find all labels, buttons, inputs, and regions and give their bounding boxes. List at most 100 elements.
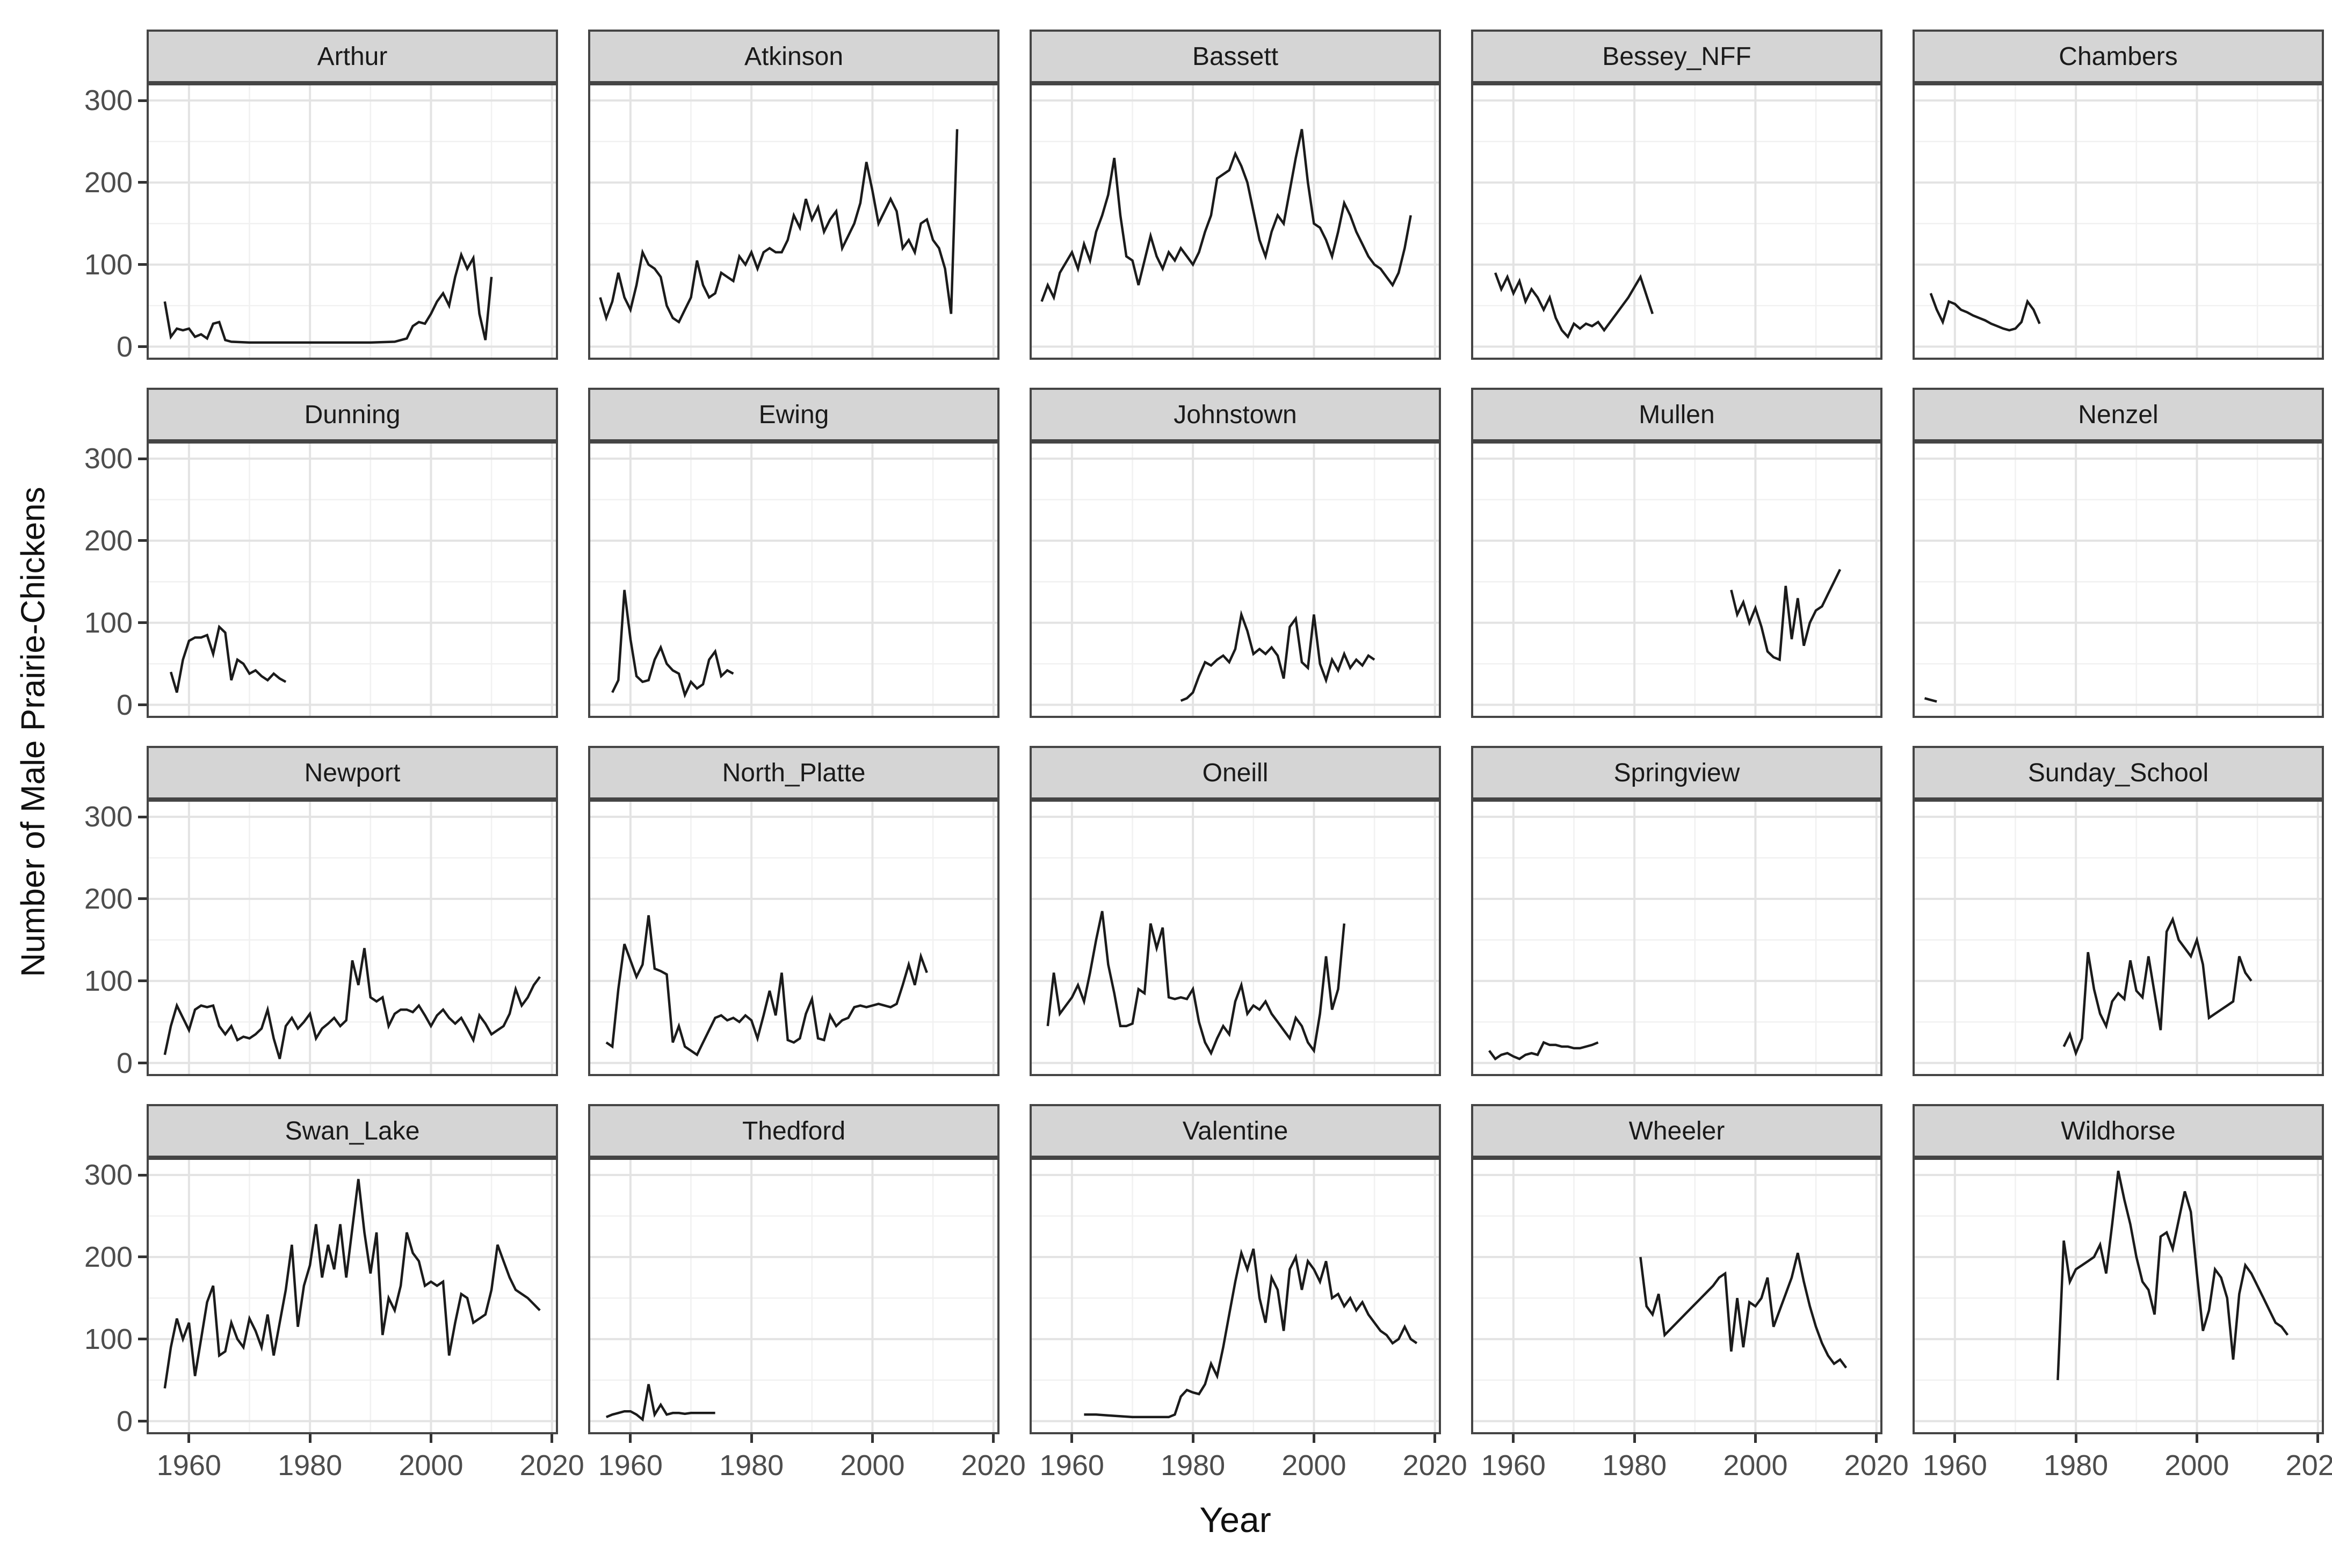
x-tick-label: 2020 xyxy=(1844,1449,1909,1482)
y-tick-label: 0 xyxy=(116,1405,133,1438)
series-line-North_Platte xyxy=(605,915,928,1057)
x-tick-label: 1960 xyxy=(1481,1449,1546,1482)
y-tick-label: 0 xyxy=(116,688,133,721)
y-tick-mark xyxy=(138,345,147,349)
facet-panel-Wildhorse xyxy=(1913,1158,2324,1434)
y-tick-label: 100 xyxy=(84,1323,133,1355)
facet-panel-Swan_Lake xyxy=(147,1158,558,1434)
x-tick-mark xyxy=(629,1434,632,1443)
facet-panel-Sunday_School xyxy=(1913,800,2324,1076)
facet-strip-label: Arthur xyxy=(317,42,388,71)
x-tick-mark xyxy=(2074,1434,2077,1443)
panel-border xyxy=(588,800,1000,1076)
facet-strip-Swan_Lake: Swan_Lake xyxy=(147,1104,558,1158)
x-tick-mark xyxy=(1754,1434,1757,1443)
y-tick-label: 100 xyxy=(84,964,133,997)
facet-panel-Thedford xyxy=(588,1158,1000,1434)
panel-border xyxy=(1913,83,2324,360)
series-line-Nenzel xyxy=(1924,697,1937,703)
y-tick-mark xyxy=(138,897,147,901)
x-tick-label: 2000 xyxy=(840,1449,905,1482)
y-tick-mark xyxy=(138,815,147,818)
y-tick-label: 0 xyxy=(116,1047,133,1079)
x-tick-label: 2020 xyxy=(2285,1449,2332,1482)
x-tick-label: 2000 xyxy=(1723,1449,1788,1482)
x-tick-label: 1960 xyxy=(1922,1449,1987,1482)
panel-border xyxy=(588,1158,1000,1434)
facet-panel-Atkinson xyxy=(588,83,1000,360)
facet-strip-label: Wheeler xyxy=(1628,1116,1725,1145)
y-tick-label: 0 xyxy=(116,330,133,363)
facet-strip-Arthur: Arthur xyxy=(147,30,558,83)
x-tick-label: 1980 xyxy=(1602,1449,1667,1482)
series-line-Bassett xyxy=(1040,129,1412,302)
facet-strip-Thedford: Thedford xyxy=(588,1104,1000,1158)
x-tick-label: 2000 xyxy=(399,1449,463,1482)
y-tick-mark xyxy=(138,539,147,542)
facet-strip-label: Chambers xyxy=(2059,42,2178,71)
panel-border xyxy=(1471,1158,1882,1434)
series-line-Sunday_School xyxy=(2062,916,2253,1057)
series-line-Mullen xyxy=(1730,569,1842,662)
y-tick-mark xyxy=(138,1255,147,1259)
y-tick-mark xyxy=(138,1338,147,1341)
facet-strip-Ewing: Ewing xyxy=(588,388,1000,441)
facet-panel-Wheeler xyxy=(1471,1158,1882,1434)
x-tick-mark xyxy=(1953,1434,1957,1443)
x-tick-label: 2020 xyxy=(519,1449,584,1482)
facet-strip-Wildhorse: Wildhorse xyxy=(1913,1104,2324,1158)
facet-strip-label: Thedford xyxy=(742,1116,846,1145)
series-line-Swan_Lake xyxy=(163,1179,541,1389)
x-tick-mark xyxy=(429,1434,432,1443)
x-tick-label: 2020 xyxy=(1402,1449,1467,1482)
facet-panel-Valentine xyxy=(1030,1158,1441,1434)
panel-border xyxy=(588,83,1000,360)
series-line-Wildhorse xyxy=(2056,1171,2289,1381)
x-tick-mark xyxy=(1070,1434,1074,1443)
y-tick-mark xyxy=(138,979,147,983)
facet-strip-Nenzel: Nenzel xyxy=(1913,388,2324,441)
facet-panel-Nenzel xyxy=(1913,441,2324,718)
series-line-Dunning xyxy=(169,625,287,693)
facet-strip-North_Platte: North_Platte xyxy=(588,746,1000,800)
x-tick-mark xyxy=(2316,1434,2320,1443)
series-line-Bessey_NFF xyxy=(1494,272,1654,339)
panel-border xyxy=(1471,441,1882,718)
panel-border xyxy=(1913,800,2324,1076)
facet-strip-label: Mullen xyxy=(1639,400,1715,429)
panel-border xyxy=(1030,83,1441,360)
facet-strip-Sunday_School: Sunday_School xyxy=(1913,746,2324,800)
series-line-Wheeler xyxy=(1639,1252,1848,1369)
y-tick-label: 300 xyxy=(84,1159,133,1192)
facet-strip-Atkinson: Atkinson xyxy=(588,30,1000,83)
y-tick-mark xyxy=(138,1062,147,1065)
facet-strip-label: North_Platte xyxy=(722,758,866,787)
facet-strip-Chambers: Chambers xyxy=(1913,30,2324,83)
y-tick-mark xyxy=(138,703,147,707)
facet-strip-label: Bessey_NFF xyxy=(1602,42,1751,71)
x-tick-mark xyxy=(871,1434,874,1443)
facet-strip-label: Ewing xyxy=(758,400,829,429)
panel-border xyxy=(147,83,558,360)
facet-strip-Oneill: Oneill xyxy=(1030,746,1441,800)
facet-panel-Arthur xyxy=(147,83,558,360)
facet-strip-Bessey_NFF: Bessey_NFF xyxy=(1471,30,1882,83)
facet-strip-label: Atkinson xyxy=(744,42,844,71)
facet-panel-Bessey_NFF xyxy=(1471,83,1882,360)
facet-panel-Springview xyxy=(1471,800,1882,1076)
y-tick-label: 200 xyxy=(84,1240,133,1273)
x-tick-mark xyxy=(1433,1434,1437,1443)
facet-strip-label: Johnstown xyxy=(1174,400,1297,429)
panel-border xyxy=(147,800,558,1076)
y-tick-label: 100 xyxy=(84,248,133,281)
y-tick-mark xyxy=(138,263,147,266)
facet-panel-Mullen xyxy=(1471,441,1882,718)
y-tick-mark xyxy=(138,1420,147,1423)
facet-strip-label: Sunday_School xyxy=(2027,758,2209,787)
facet-strip-label: Springview xyxy=(1613,758,1740,787)
x-tick-mark xyxy=(1512,1434,1515,1443)
x-tick-label: 2020 xyxy=(961,1449,1026,1482)
facet-panel-North_Platte xyxy=(588,800,1000,1076)
x-tick-mark xyxy=(1633,1434,1636,1443)
